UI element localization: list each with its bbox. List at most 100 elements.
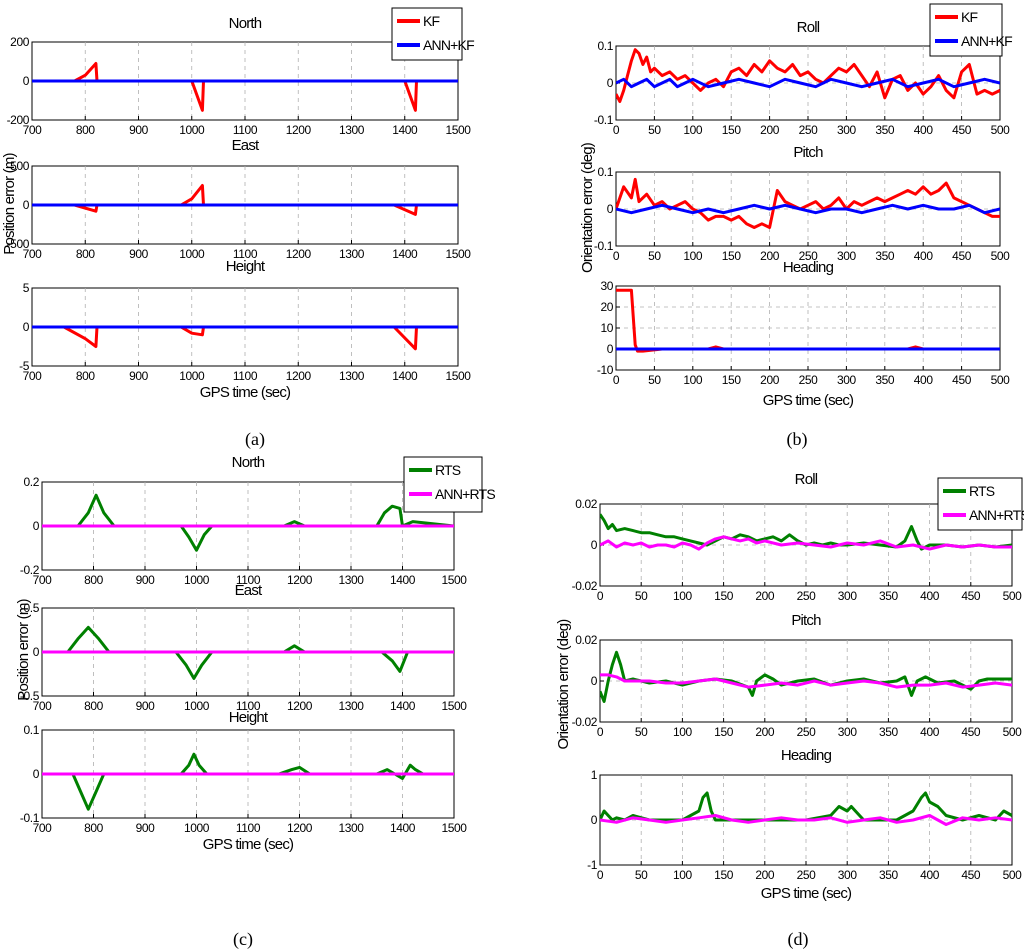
x-tick-label: 250 xyxy=(799,249,819,263)
x-axis-label: GPS time (sec) xyxy=(203,836,294,853)
x-tick-label: 1500 xyxy=(445,247,471,261)
y-tick-label: 0 xyxy=(33,519,40,533)
legend-label: RTS xyxy=(969,483,995,499)
panel-caption: (b) xyxy=(787,429,808,450)
x-tick-label: 1300 xyxy=(338,573,364,587)
x-tick-label: 700 xyxy=(33,821,53,835)
x-tick-label: 1000 xyxy=(179,123,205,137)
x-tick-label: 1000 xyxy=(184,821,210,835)
subplot-title: North xyxy=(232,454,265,471)
x-tick-label: 200 xyxy=(755,725,775,739)
x-tick-label: 250 xyxy=(797,589,817,603)
y-tick-label: 0 xyxy=(23,198,30,212)
y-tick-label: 0 xyxy=(607,342,614,356)
x-tick-label: 0 xyxy=(613,373,620,387)
x-tick-label: 200 xyxy=(760,373,780,387)
series-line-kf xyxy=(32,62,458,112)
y-tick-label: 0.1 xyxy=(598,39,614,53)
x-tick-label: 1400 xyxy=(392,247,418,261)
legend-label: RTS xyxy=(435,462,461,478)
x-tick-label: 100 xyxy=(683,249,703,263)
y-tick-label: -0.02 xyxy=(572,715,598,729)
x-tick-label: 400 xyxy=(914,123,934,137)
x-tick-label: 1000 xyxy=(179,247,205,261)
subplot-title: North xyxy=(229,15,262,32)
subplot-pitch: 0 50 100 150 200 250 300 350 400 450 5000.020-0.02… xyxy=(572,612,1023,739)
x-tick-label: 1100 xyxy=(233,123,258,137)
x-tick-label: 100 xyxy=(673,725,693,739)
x-tick-label: 400 xyxy=(920,589,940,603)
subplot-pitch: 0 50 100 150 200 250 300 350 400 450 5000.10-0.1Pi… xyxy=(594,144,1011,263)
x-axis-label: GPS time (sec) xyxy=(200,384,291,401)
y-tick-label: 20 xyxy=(600,300,613,314)
subplot-north: 700 800 900 1000 1100 1200 1300 1400 1500 0.2 0 -0.… xyxy=(20,454,468,587)
x-tick-label: 800 xyxy=(76,123,96,137)
series-group xyxy=(600,791,1012,826)
x-tick-label: 1200 xyxy=(286,369,312,383)
x-tick-label: 0 xyxy=(597,589,604,603)
x-tick-label: 100 xyxy=(673,868,693,882)
x-tick-label: 450 xyxy=(961,868,981,882)
legend-label: KF xyxy=(961,9,978,25)
subplot-title: Pitch xyxy=(791,612,821,629)
series-group xyxy=(32,325,458,351)
series-line-ann-rts xyxy=(600,673,1012,689)
panel-caption: (d) xyxy=(788,929,809,950)
y-tick-label: -0.2 xyxy=(20,563,40,577)
x-tick-label: 700 xyxy=(33,573,53,587)
y-tick-label: 0 xyxy=(607,202,614,216)
chart-panel-2: 700 800 900 1000 1100 1200 1300 1400 1500 0.2 0 -0.… xyxy=(15,454,496,950)
x-tick-label: 1500 xyxy=(441,573,467,587)
subplot-title: East xyxy=(235,582,263,599)
series-group xyxy=(616,48,1000,103)
x-tick-label: 100 xyxy=(683,373,703,387)
x-tick-label: 1300 xyxy=(338,699,364,713)
x-tick-label: 1500 xyxy=(445,123,471,137)
x-tick-label: 700 xyxy=(33,699,53,713)
x-tick-label: 350 xyxy=(875,373,895,387)
x-tick-label: 1300 xyxy=(339,123,365,137)
x-tick-label: 400 xyxy=(914,249,934,263)
x-tick-label: 800 xyxy=(84,573,104,587)
y-axis-label: Orientation error (deg) xyxy=(579,142,596,273)
subplot-height: 700 800 900 1000 1100 1200 1300 1400 1500 0.1 0 -0.… xyxy=(20,709,468,835)
y-tick-label: -500 xyxy=(7,237,30,251)
x-tick-label: 1100 xyxy=(236,573,261,587)
x-axis-label: GPS time (sec) xyxy=(761,885,852,902)
x-tick-label: 150 xyxy=(722,123,742,137)
x-tick-label: 500 xyxy=(1003,725,1023,739)
y-tick-label: -10 xyxy=(597,363,614,377)
x-tick-label: 500 xyxy=(1003,868,1023,882)
x-tick-label: 800 xyxy=(76,247,96,261)
series-group xyxy=(42,752,454,811)
series-group xyxy=(42,625,454,680)
legend-box xyxy=(403,456,483,513)
x-tick-label: 200 xyxy=(760,249,780,263)
x-tick-label: 150 xyxy=(714,868,734,882)
y-tick-label: 0.5 xyxy=(24,601,40,615)
y-tick-label: 0 xyxy=(23,74,30,88)
y-tick-label: 30 xyxy=(600,279,613,293)
x-tick-label: 0 xyxy=(613,123,620,137)
series-group xyxy=(600,513,1012,551)
x-tick-label: 1500 xyxy=(445,369,471,383)
x-tick-label: 1300 xyxy=(339,247,365,261)
y-tick-label: 0 xyxy=(23,320,30,334)
y-tick-label: 0.1 xyxy=(598,165,614,179)
x-tick-label: 50 xyxy=(648,123,661,137)
y-tick-label: 0 xyxy=(591,538,598,552)
y-tick-label: -0.02 xyxy=(572,579,598,593)
x-tick-label: 1400 xyxy=(392,369,418,383)
x-tick-label: 1100 xyxy=(233,369,258,383)
x-tick-label: 250 xyxy=(799,373,819,387)
x-tick-label: 500 xyxy=(1003,589,1023,603)
subplot-heading: 0 50 100 150 200 250 300 350 400 450 5003020100-10… xyxy=(597,259,1011,387)
x-tick-label: 350 xyxy=(875,123,895,137)
x-tick-label: 1400 xyxy=(392,123,418,137)
y-tick-label: 0.2 xyxy=(24,475,40,489)
series-group xyxy=(600,650,1012,703)
x-tick-label: 250 xyxy=(797,868,817,882)
y-tick-label: 200 xyxy=(10,35,30,49)
x-tick-label: 300 xyxy=(837,373,857,387)
